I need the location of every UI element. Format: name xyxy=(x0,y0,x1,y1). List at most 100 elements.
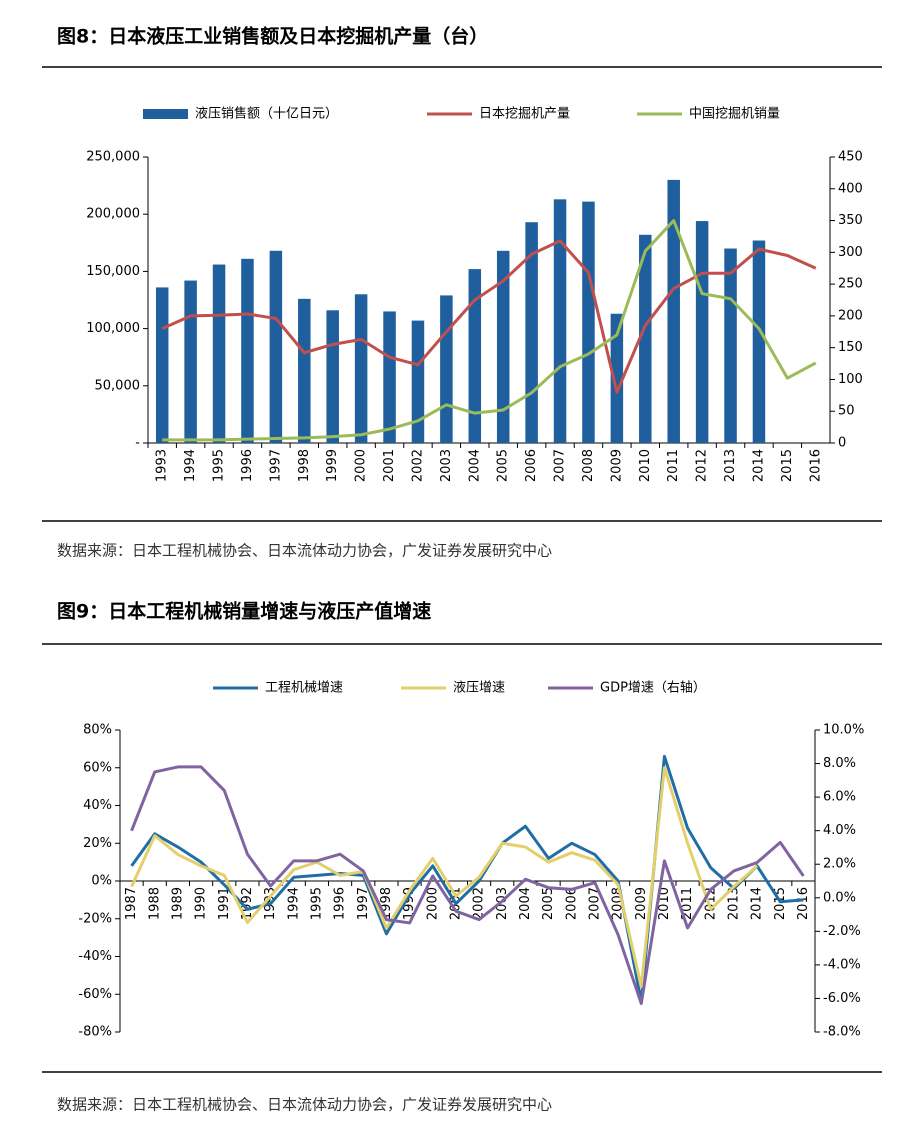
y2-tick-label: 4.0% xyxy=(823,823,856,838)
x-tick-label: 2010 xyxy=(657,887,672,920)
bar xyxy=(440,295,453,443)
y2-tick-label: 200 xyxy=(838,308,863,323)
legend-swatch xyxy=(143,109,188,119)
legend-label: 工程机械增速 xyxy=(265,681,343,696)
x-tick-label: 2008 xyxy=(581,449,596,482)
bar xyxy=(639,234,652,443)
y2-tick-label: 150 xyxy=(838,340,863,355)
x-tick-label: 1988 xyxy=(147,887,162,920)
x-tick-label: 2005 xyxy=(496,449,511,482)
bar xyxy=(269,250,283,443)
bar xyxy=(525,222,538,443)
y2-tick-label: -4.0% xyxy=(823,957,861,972)
y-tick-label: -60% xyxy=(78,987,112,1002)
x-tick-label: 2010 xyxy=(638,449,653,482)
x-tick-label: 2009 xyxy=(634,887,649,920)
x-tick-label: 2013 xyxy=(723,449,738,482)
bar xyxy=(241,258,254,443)
x-tick-label: 1998 xyxy=(297,449,312,482)
legend-label: 液压销售额（十亿日元） xyxy=(195,106,338,122)
line-series xyxy=(161,239,817,394)
x-tick-label: 1995 xyxy=(309,887,324,920)
x-tick-label: 2004 xyxy=(467,449,482,482)
x-tick-label: 2014 xyxy=(751,449,766,482)
y2-tick-label: 450 xyxy=(838,150,863,165)
x-tick-label: 1995 xyxy=(212,449,227,482)
x-tick-label: 2003 xyxy=(439,449,454,482)
y-tick-label: 50,000 xyxy=(95,378,141,393)
x-tick-label: 2007 xyxy=(553,449,568,482)
legend-label: 日本挖掘机产量 xyxy=(479,107,570,122)
y2-tick-label: 10.0% xyxy=(823,723,864,738)
y-tick-label: -20% xyxy=(78,911,112,926)
x-tick-label: 1994 xyxy=(183,449,198,482)
y2-tick-label: 2.0% xyxy=(823,857,856,872)
y-tick-label: 80% xyxy=(83,723,112,738)
bar xyxy=(155,287,169,443)
source-note: 数据来源：日本工程机械协会、日本流体动力协会，广发证券发展研究中心 xyxy=(57,1096,552,1114)
y-tick-label: 250,000 xyxy=(86,150,140,165)
x-tick-label: 2004 xyxy=(518,887,533,920)
x-tick-label: 1997 xyxy=(268,449,283,482)
bar xyxy=(752,240,766,443)
y2-tick-label: 50 xyxy=(838,404,855,419)
bar xyxy=(582,201,595,443)
x-tick-label: 2012 xyxy=(695,449,710,482)
y2-tick-label: 300 xyxy=(838,245,863,260)
x-tick-label: 2013 xyxy=(726,887,741,920)
x-tick-label: 1996 xyxy=(240,449,255,482)
legend-label: GDP增速（右轴） xyxy=(600,681,706,696)
bar xyxy=(411,320,425,443)
figure-title: 图9：日本工程机械销量增速与液压产值增速 xyxy=(57,600,431,623)
x-tick-label: 2016 xyxy=(808,449,823,482)
line-series xyxy=(130,754,804,1004)
y2-tick-label: 100 xyxy=(838,372,863,387)
bar xyxy=(610,313,624,443)
x-tick-label: 1987 xyxy=(124,887,139,920)
y2-tick-label: 6.0% xyxy=(823,790,856,805)
x-tick-label: 2002 xyxy=(472,887,487,920)
y2-tick-label: -8.0% xyxy=(823,1025,861,1040)
x-tick-label: 1993 xyxy=(155,449,170,482)
y2-tick-label: 0.0% xyxy=(823,890,856,905)
bar xyxy=(553,199,567,443)
y-tick-label: 40% xyxy=(83,798,112,813)
x-tick-label: 2011 xyxy=(680,887,695,920)
source-note: 数据来源：日本工程机械协会、日本流体动力协会，广发证券发展研究中心 xyxy=(57,542,552,560)
x-tick-label: 1990 xyxy=(194,887,209,920)
bar xyxy=(724,248,737,443)
figure-title: 图8：日本液压工业销售额及日本挖掘机产量（台） xyxy=(57,25,488,48)
y2-tick-label: 250 xyxy=(838,277,863,292)
y-tick-label: 20% xyxy=(83,836,112,851)
x-tick-label: 2006 xyxy=(564,887,579,920)
x-tick-label: 1989 xyxy=(170,887,185,920)
bar xyxy=(667,179,680,443)
bar xyxy=(298,298,311,443)
x-tick-label: 2015 xyxy=(780,449,795,482)
legend-label: 液压增速 xyxy=(453,681,505,696)
x-tick-label: 2011 xyxy=(666,449,681,482)
x-tick-label: 2001 xyxy=(382,449,397,482)
x-tick-label: 1999 xyxy=(325,449,340,482)
bar xyxy=(496,250,510,443)
x-tick-label: 2009 xyxy=(609,449,624,482)
y2-tick-label: 0 xyxy=(838,436,846,451)
x-tick-label: 2006 xyxy=(524,449,539,482)
y2-tick-label: -2.0% xyxy=(823,924,861,939)
bar xyxy=(468,269,482,443)
x-tick-label: 2000 xyxy=(425,887,440,920)
line-series xyxy=(130,765,805,1005)
x-tick-label: 2014 xyxy=(750,887,765,920)
y-tick-label: 100,000 xyxy=(86,321,140,336)
y2-tick-label: 400 xyxy=(838,181,863,196)
x-tick-label: 1991 xyxy=(217,887,232,920)
bar xyxy=(383,311,396,443)
bar xyxy=(184,280,197,443)
bar xyxy=(212,264,226,443)
x-tick-label: 1994 xyxy=(286,887,301,920)
y-tick-label: -80% xyxy=(78,1025,112,1040)
bar xyxy=(354,294,368,443)
y-tick-label: 60% xyxy=(83,760,112,775)
x-tick-label: 1997 xyxy=(356,887,371,920)
